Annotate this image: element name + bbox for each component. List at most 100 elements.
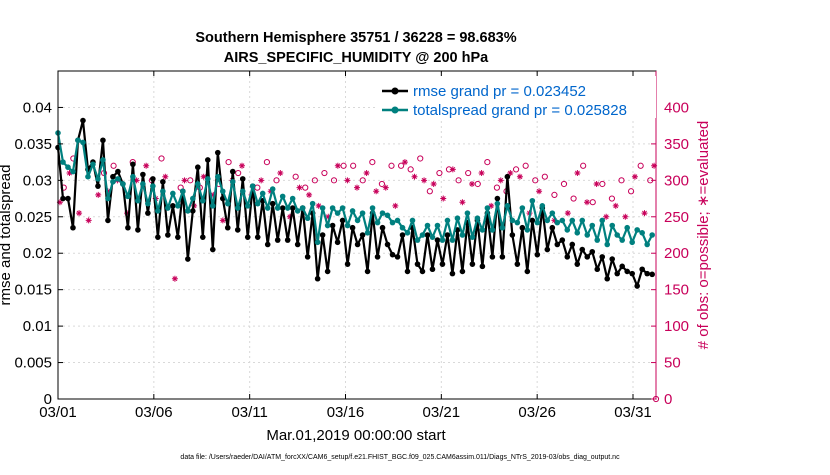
obs-evaluated-marker <box>382 184 389 191</box>
y-right-tick-label: 400 <box>664 99 689 116</box>
spread-point <box>434 222 441 229</box>
rmse-point <box>404 268 411 275</box>
spread-point <box>304 215 311 222</box>
spread-point <box>429 234 436 240</box>
y-left-tick-label: 0.025 <box>14 209 52 226</box>
rmse-point <box>629 270 635 277</box>
rmse-point <box>599 254 606 260</box>
x-tick-label: 03/01 <box>39 404 77 421</box>
spread-point <box>629 239 635 246</box>
spread-point <box>219 188 226 195</box>
obs-evaluated-marker <box>200 173 207 180</box>
rmse-point <box>65 195 71 202</box>
y-right-tick-label: 50 <box>664 355 681 372</box>
spread-point <box>324 222 331 229</box>
legend: rmse grand pr = 0.023452 totalspread gra… <box>378 76 656 119</box>
spread-point <box>529 197 536 204</box>
spread-point <box>409 217 416 224</box>
rmse-point <box>70 224 76 231</box>
y-axis-right: 0 50 100 150 200 250 300 350 400 <box>651 71 689 408</box>
spread-point <box>589 222 596 229</box>
spread-point <box>95 176 101 182</box>
spread-point <box>559 217 566 224</box>
obs-possible-marker <box>350 162 357 169</box>
spread-point <box>249 183 256 189</box>
spread-point <box>469 234 476 240</box>
obs-evaluated-marker <box>593 180 600 187</box>
obs-possible-marker <box>522 162 529 169</box>
obs-possible-marker <box>302 184 309 191</box>
obs-possible-marker <box>599 180 606 188</box>
spread-point <box>204 176 211 182</box>
rmse-point <box>594 266 601 273</box>
x-tick-label: 03/06 <box>135 404 173 421</box>
legend-rmse-marker <box>391 87 399 95</box>
obs-evaluated-marker <box>536 188 543 195</box>
spread-point <box>209 203 216 209</box>
rmse-point <box>584 254 591 260</box>
rmse-point <box>549 224 556 231</box>
obs-evaluated-marker <box>258 177 265 184</box>
rmse-point <box>95 183 101 189</box>
spread-point <box>584 232 591 238</box>
obs-evaluated-marker <box>296 184 303 191</box>
spread-point <box>574 230 581 236</box>
spread-point <box>509 217 516 224</box>
rmse-point <box>185 256 191 262</box>
spread-point <box>319 205 326 211</box>
spread-point <box>394 217 401 224</box>
y-right-tick-label: 0 <box>664 391 672 408</box>
rmse-point <box>579 246 586 253</box>
rmse-point <box>319 232 326 238</box>
rmse-point <box>199 234 206 240</box>
obs-evaluated-marker <box>574 170 581 177</box>
rmse-point <box>589 248 596 255</box>
obs-possible-marker <box>589 199 596 206</box>
spread-point <box>140 181 146 187</box>
obs-evaluated-marker <box>85 217 92 224</box>
spread-point <box>414 237 421 243</box>
rmse-point <box>125 224 131 231</box>
obs-possible-marker <box>235 169 242 177</box>
spread-point <box>609 222 616 229</box>
rmse-point <box>195 164 201 171</box>
spread-point <box>449 237 456 243</box>
obs-possible-marker <box>158 155 165 162</box>
rmse-point <box>155 234 161 240</box>
rmse-point <box>204 157 211 163</box>
obs-evaluated-marker <box>478 170 485 177</box>
rmse-point <box>364 268 371 275</box>
obs-possible-marker <box>254 184 261 191</box>
spread-point <box>554 219 561 226</box>
rmse-point <box>130 161 136 168</box>
obs-possible-marker <box>484 159 491 166</box>
rmse-point <box>514 261 521 267</box>
spread-point <box>419 232 426 238</box>
data-series <box>55 117 655 289</box>
rmse-point <box>564 254 571 260</box>
spread-point <box>185 208 191 214</box>
spread-point <box>399 224 406 231</box>
rmse-point <box>649 271 655 278</box>
spread-point <box>504 203 511 209</box>
rmse-point <box>359 232 366 238</box>
spread-point <box>369 205 376 211</box>
spread-point <box>354 217 361 224</box>
rmse-point <box>554 241 561 248</box>
y-left-tick-label: 0.015 <box>14 282 52 299</box>
spread-point <box>85 173 91 180</box>
spread-point <box>599 217 606 224</box>
obs-evaluated-marker <box>631 173 638 180</box>
obs-evaluated-marker <box>612 202 619 209</box>
spread-point <box>489 227 496 233</box>
x-axis-label: Mar.01,2019 00:00:00 start <box>266 427 446 444</box>
obs-possible-marker <box>608 195 616 202</box>
obs-evaluated-marker <box>363 170 370 177</box>
obs-evaluated-marker <box>488 202 495 209</box>
obs-possible-marker <box>369 159 376 166</box>
rmse-point <box>60 195 66 202</box>
spread-point <box>524 227 531 233</box>
obs-possible-marker <box>311 177 318 184</box>
rmse-point <box>314 275 321 282</box>
